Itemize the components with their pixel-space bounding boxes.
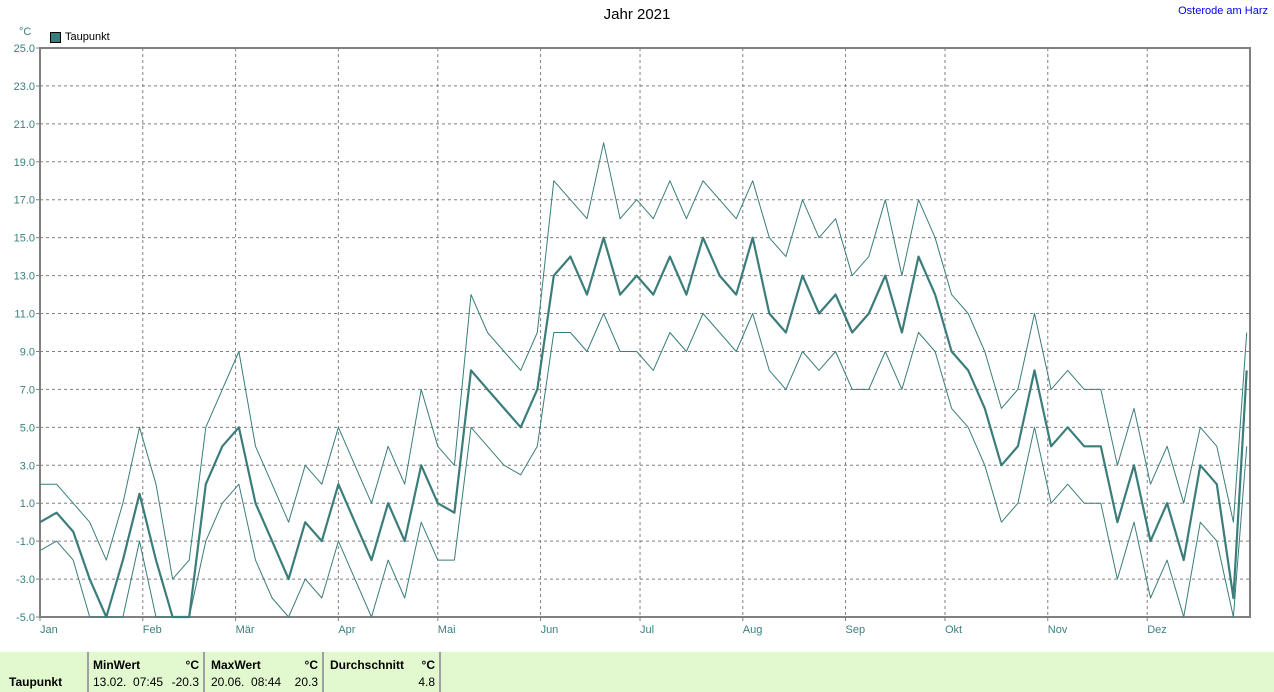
x-tick-label: Okt bbox=[945, 624, 962, 636]
plot-frame bbox=[39, 47, 1251, 618]
y-tick-label: -1.0 bbox=[16, 536, 35, 548]
y-tick-label: 19.0 bbox=[14, 157, 35, 169]
x-tick-label: Feb bbox=[143, 624, 162, 636]
x-tick-label: Apr bbox=[338, 624, 355, 636]
y-tick-label: 23.0 bbox=[14, 81, 35, 93]
y-tick-label: 9.0 bbox=[20, 346, 35, 358]
y-axis-unit: °C bbox=[19, 26, 32, 38]
y-tick-label: 15.0 bbox=[14, 233, 35, 245]
dewpoint-chart: 25.0 23.0 21.0 19.0 17.0 15.0 13.0 11.0 9.0 7.0 5.… bbox=[14, 43, 1251, 636]
min-label: MinWert bbox=[93, 658, 141, 672]
y-tick-label: -5.0 bbox=[16, 612, 35, 624]
legend-label: Taupunkt bbox=[65, 31, 110, 43]
y-tick-label: 17.0 bbox=[14, 195, 35, 207]
series-line-min bbox=[39, 313, 1248, 618]
avg-unit: °C bbox=[421, 658, 435, 672]
min-unit: °C bbox=[185, 658, 199, 672]
y-tick-label: -3.0 bbox=[16, 574, 35, 586]
x-tick-label: Mär bbox=[236, 624, 255, 636]
y-tick-label: 21.0 bbox=[14, 119, 35, 131]
max-time: 20.06. 08:44 bbox=[211, 675, 282, 689]
stats-panel: Taupunkt MinWert °C 13.02. 07:45 -20.3 M… bbox=[0, 652, 1274, 692]
x-tick-label: Jun bbox=[541, 624, 559, 636]
min-cell: MinWert °C 13.02. 07:45 -20.3 bbox=[89, 652, 205, 692]
min-time: 13.02. 07:45 bbox=[93, 675, 164, 689]
series-line-mean bbox=[39, 236, 1248, 619]
max-unit: °C bbox=[304, 658, 318, 672]
y-tick-label: 3.0 bbox=[20, 460, 35, 472]
series-line-max bbox=[40, 142, 1248, 580]
y-tick-label: 7.0 bbox=[20, 384, 35, 396]
x-tick-label: Dez bbox=[1147, 624, 1167, 636]
min-value: -20.3 bbox=[171, 675, 199, 689]
x-tick-label: Mai bbox=[438, 624, 456, 636]
y-tick-label: 1.0 bbox=[20, 498, 35, 510]
x-tick-label: Sep bbox=[846, 624, 866, 636]
y-tick-label: 11.0 bbox=[14, 309, 35, 321]
avg-label: Durchschnitt bbox=[330, 658, 405, 672]
max-label: MaxWert bbox=[211, 658, 261, 672]
legend-swatch bbox=[50, 31, 61, 43]
x-tick-label: Nov bbox=[1048, 624, 1068, 636]
x-tick-label: Jan bbox=[40, 624, 58, 636]
x-tick-label: Aug bbox=[743, 624, 763, 636]
max-cell: MaxWert °C 20.06. 08:44 20.3 bbox=[205, 652, 324, 692]
avg-value: 4.8 bbox=[418, 675, 435, 689]
x-tick-label: Jul bbox=[640, 624, 654, 636]
y-tick-label: 13.0 bbox=[14, 271, 35, 283]
legend: Taupunkt bbox=[50, 31, 110, 43]
y-tick-label: 5.0 bbox=[20, 422, 35, 434]
chart-title: Jahr 2021 bbox=[603, 6, 671, 23]
avg-cell: Durchschnitt °C 4.8 bbox=[324, 652, 441, 692]
y-tick-label: 25.0 bbox=[14, 43, 35, 55]
max-value: 20.3 bbox=[294, 675, 318, 689]
stats-row-label-cell: Taupunkt bbox=[0, 652, 89, 692]
station-name: Osterode am Harz bbox=[1178, 5, 1268, 17]
stats-row-label: Taupunkt bbox=[9, 675, 63, 689]
